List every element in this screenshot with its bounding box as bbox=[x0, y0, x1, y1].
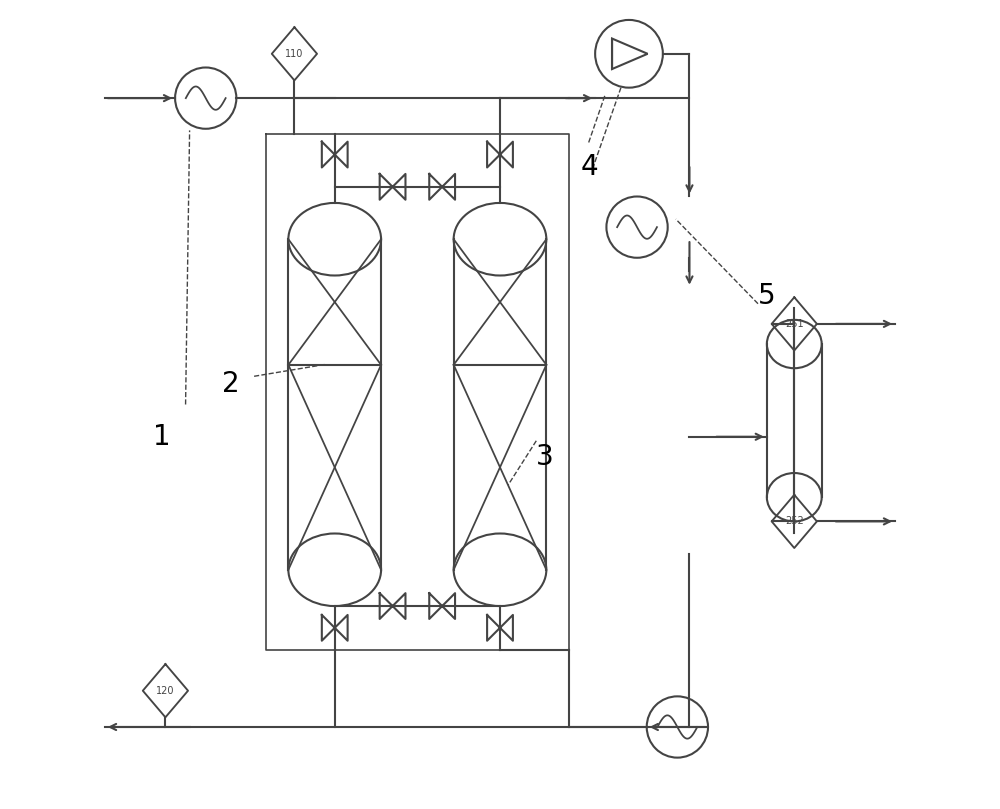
Text: 1: 1 bbox=[153, 423, 171, 451]
Text: 120: 120 bbox=[156, 686, 175, 696]
Text: 5: 5 bbox=[758, 282, 776, 310]
Text: 2: 2 bbox=[222, 371, 239, 398]
Text: 3: 3 bbox=[536, 443, 554, 471]
Text: 252: 252 bbox=[785, 516, 804, 527]
Text: 110: 110 bbox=[285, 49, 304, 59]
Text: 4: 4 bbox=[581, 153, 598, 180]
Text: 251: 251 bbox=[785, 319, 804, 329]
